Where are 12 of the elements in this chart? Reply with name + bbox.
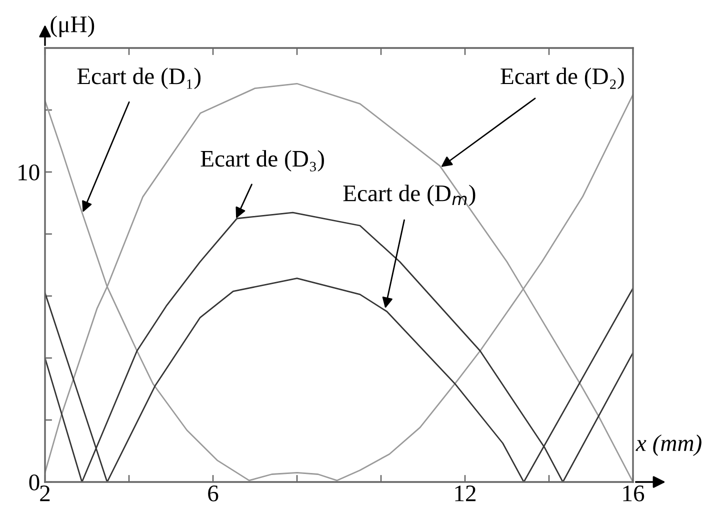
x-tick-label: 2 [40, 486, 50, 502]
y-axis-title: (μH) [50, 16, 94, 38]
annotation: Ecart de (D$_{m}$) [343, 184, 476, 206]
y-tick-label: 0 [29, 474, 40, 490]
x-tick-label: 16 [623, 486, 644, 502]
x-tick-label: 6 [208, 486, 218, 502]
annotation: Ecart de (D₂) [500, 68, 624, 90]
x-axis-title: x (mm) [636, 434, 702, 456]
y-tick-label: 10 [18, 164, 40, 180]
annotation: Ecart de (D₁) [77, 68, 200, 90]
annotation: Ecart de (D₃) [200, 150, 324, 172]
x-tick-label: 12 [455, 486, 476, 502]
